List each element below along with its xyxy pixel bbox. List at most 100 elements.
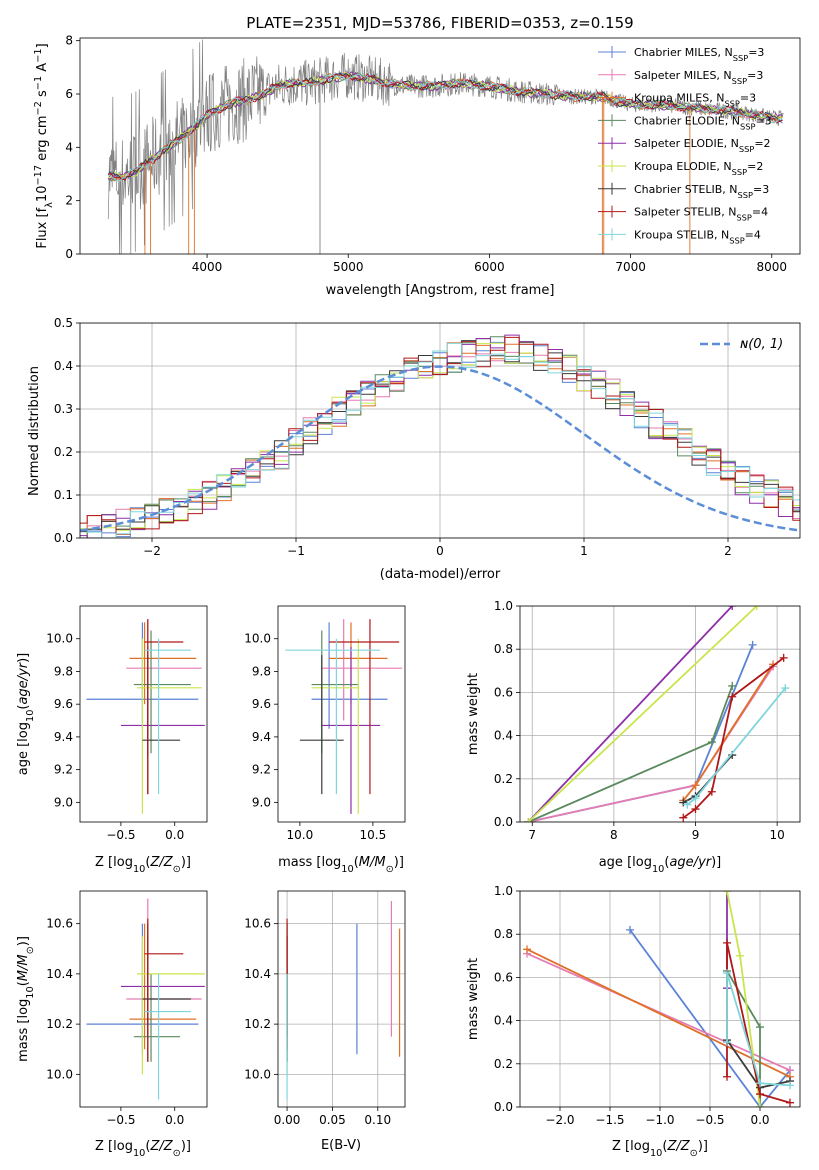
x-tick-label: 7000	[615, 260, 646, 274]
x-tick-label: 9	[692, 828, 700, 842]
weight-marker	[781, 684, 790, 693]
histogram-step	[80, 342, 800, 531]
weight-line	[526, 948, 791, 1078]
weight-marker	[723, 891, 731, 895]
x-tick-label: 0.00	[274, 1113, 301, 1127]
panel-age_vs_Z: −0.5 0.0 9.0 9.2 9.4 9.6 9.8 10.0 Z [log10(Z/Z⊙)…	[16, 605, 208, 875]
y-tick-label: 0.2	[494, 1057, 513, 1071]
axes-frame	[277, 890, 406, 1108]
x-tick-label: −0.5	[106, 1113, 135, 1127]
legend-entry: Salpeter STELIB, NSSP=4	[634, 206, 768, 223]
weight-marker	[723, 938, 731, 947]
x-tick-label: 0.05	[319, 1113, 346, 1127]
legend-entry: Chabrier MILES, NSSP=3	[634, 46, 764, 63]
axes-frame	[79, 37, 801, 255]
y-tick-label: 8	[65, 34, 73, 48]
weight-marker	[779, 653, 788, 662]
weight-marker	[756, 1103, 764, 1107]
legend-entry: Kroupa ELODIE, NSSP=2	[634, 160, 763, 177]
y-tick-label: 10.2	[46, 1017, 73, 1031]
y-tick-label: 9.8	[54, 664, 73, 678]
y-tick-label: 0.8	[494, 927, 513, 941]
legend-entry: Kroupa MILES, NSSP=3	[634, 92, 756, 109]
y-tick-label: 9.0	[252, 795, 271, 809]
y-tick-label: 6	[65, 87, 73, 101]
weight-marker	[691, 781, 700, 790]
axes-frame	[79, 605, 208, 823]
axes-frame	[519, 605, 801, 823]
x-tick-label: 8000	[756, 260, 787, 274]
plot-area	[86, 898, 205, 1100]
x-tick-label: −1.5	[595, 1113, 624, 1127]
weight-marker	[683, 800, 692, 809]
x-tick-label: 10	[770, 828, 785, 842]
weight-marker	[786, 1098, 794, 1107]
y-tick-label: 10.0	[244, 1067, 271, 1081]
y-tick-label: 0.5	[54, 316, 73, 330]
weight-marker	[691, 805, 700, 814]
y-tick-label: 10.0	[46, 1067, 73, 1081]
weight-marker	[748, 640, 757, 649]
plot-area	[285, 619, 403, 814]
y-tick-label: 0.2	[54, 445, 73, 459]
y-tick-label: 0.3	[54, 402, 73, 416]
y-tick-label: 9.6	[252, 697, 271, 711]
y-tick-label: 9.4	[54, 730, 73, 744]
axes-frame	[277, 605, 406, 823]
weight-marker	[679, 798, 688, 807]
panel-spectrum: 4000 5000 6000 7000 8000 0 2 4 6 8 wavelength [Ang…	[33, 34, 801, 298]
x-tick-label: 6000	[474, 260, 505, 274]
x-axis-label: wavelength [Angstrom, rest frame]	[326, 283, 555, 298]
x-axis-label: E(B-V)	[321, 1138, 361, 1153]
y-axis-label: mass weight	[466, 958, 481, 1040]
x-tick-label: 2	[724, 544, 732, 558]
y-tick-label: 0.0	[494, 1100, 513, 1114]
axes-frame	[79, 322, 801, 539]
y-tick-label: 9.2	[54, 763, 73, 777]
y-tick-label: 10.2	[244, 1017, 271, 1031]
panel-age_vs_mass: 10.0 10.5 9.0 9.2 9.4 9.6 9.8 10.0 mass [log10(M…	[244, 605, 406, 875]
legend-entry: Chabrier STELIB, NSSP=3	[634, 183, 769, 200]
x-tick-label: 4000	[192, 260, 223, 274]
y-tick-label: 9.6	[54, 697, 73, 711]
x-tick-label: −0.5	[695, 1113, 724, 1127]
y-tick-label: 0.4	[494, 729, 513, 743]
plot-area	[80, 323, 800, 538]
y-tick-label: 0.8	[494, 642, 513, 656]
x-tick-label: −2	[143, 544, 161, 558]
x-tick-label: −1	[287, 544, 305, 558]
x-tick-label: 5000	[333, 260, 364, 274]
y-tick-label: 0.1	[54, 488, 73, 502]
x-tick-label: 8	[610, 828, 618, 842]
weight-marker	[728, 606, 737, 610]
weight-marker	[736, 951, 744, 960]
y-tick-label: 1.0	[494, 884, 513, 898]
y-axis-label: mass weight	[466, 673, 481, 755]
y-tick-label: 10.4	[244, 967, 271, 981]
y-tick-label: 4	[65, 140, 73, 154]
weight-marker	[752, 606, 761, 610]
y-axis-label: Normed distribution	[27, 366, 42, 496]
weight-marker	[786, 1081, 794, 1090]
y-tick-label: 10.0	[244, 632, 271, 646]
weight-line	[527, 606, 733, 822]
weight-marker	[523, 945, 531, 954]
x-tick-label: 10.5	[360, 828, 387, 842]
weight-marker	[756, 1023, 764, 1032]
panel-mass_vs_Z: −0.5 0.0 10.0 10.2 10.4 10.6 Z [log10(Z/Z⊙)] ma…	[16, 890, 208, 1159]
panel-weight_vs_Z: −2.0 −1.5 −1.0 −0.5 0.0 0.0 0.2 0.4 0.6 0.8 1.0 Z […	[466, 884, 801, 1159]
y-tick-label: 0.6	[494, 970, 513, 984]
y-tick-label: 0.4	[54, 359, 73, 373]
x-axis-label: (data-model)/error	[380, 567, 501, 582]
panel-residuals: −2 −1 0 1 2 0.0 0.1 0.2 0.3 0.4 0.5 (data-model)/er…	[27, 316, 801, 582]
x-axis-label: age [log10(age/yr)]	[599, 855, 722, 875]
weight-marker	[756, 1090, 764, 1099]
y-tick-label: 0.2	[494, 772, 513, 786]
x-tick-label: 0	[436, 544, 444, 558]
normal-curve	[80, 365, 800, 532]
weight-line	[528, 644, 754, 822]
axes-frame	[519, 890, 801, 1108]
y-tick-label: 0.0	[54, 531, 73, 545]
y-tick-label: 0.0	[494, 815, 513, 829]
x-axis-label: mass [log10(M/M⊙)]	[278, 855, 404, 875]
